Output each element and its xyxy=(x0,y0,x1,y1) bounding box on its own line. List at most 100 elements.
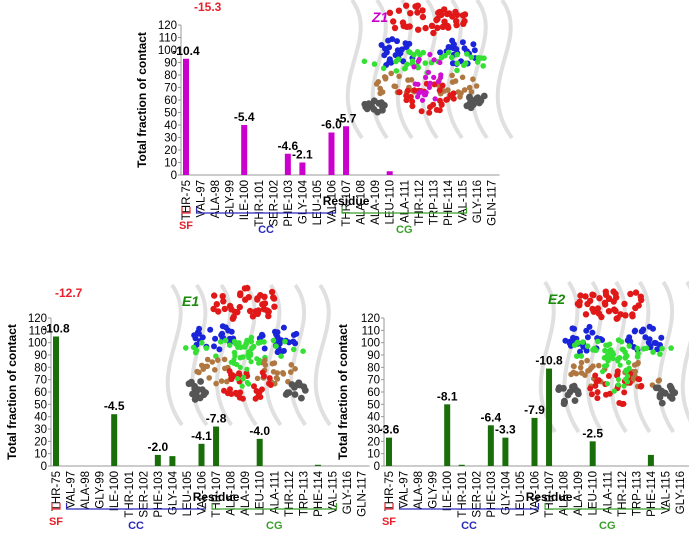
bar-energy-label: -3.6 xyxy=(379,423,400,437)
y-tick-label: 80 xyxy=(34,362,47,374)
atom-shape xyxy=(622,312,629,319)
atom-shape xyxy=(584,343,591,350)
x-tick-label: THR-75 xyxy=(51,471,63,511)
atom-shape xyxy=(249,345,255,352)
atom-shape xyxy=(454,67,460,74)
x-tick-label: THR-107 xyxy=(211,471,223,518)
atom-shape xyxy=(433,106,440,113)
ribbon-shape xyxy=(562,280,581,434)
atom-shape xyxy=(605,352,611,358)
y-tick-label: 50 xyxy=(34,399,47,411)
bar-thr-75 xyxy=(386,437,392,466)
atom-shape xyxy=(228,359,234,365)
atom-shape xyxy=(213,380,219,387)
cg-region-label: CG xyxy=(266,520,283,532)
atom-shape xyxy=(396,89,403,96)
x-tick-label: ALA-109 xyxy=(370,180,382,225)
y-tick-label: 20 xyxy=(164,145,177,157)
atom-shape xyxy=(417,52,423,58)
atom-shape xyxy=(605,295,613,302)
atom-shape xyxy=(217,339,224,345)
cg-bracket xyxy=(341,207,468,214)
ribbon-shape xyxy=(633,280,652,434)
x-tick-label: VAL-97 xyxy=(399,471,411,509)
y-tick-label: 50 xyxy=(367,399,380,411)
x-tick-label: LEU-110 xyxy=(255,471,267,516)
y-tick-label: 30 xyxy=(34,424,47,436)
atom-shape xyxy=(415,64,422,71)
atom-shape xyxy=(571,397,579,404)
atom-shape xyxy=(392,83,399,90)
atom-shape xyxy=(290,346,297,353)
bar-thr-75 xyxy=(183,58,189,175)
atom-shape xyxy=(459,39,466,46)
atom-shape xyxy=(582,372,588,379)
atom-shape xyxy=(196,369,202,376)
x-tick-label: THR-75 xyxy=(384,471,396,511)
atom-shape xyxy=(441,6,448,13)
x-tick-label: TRP-113 xyxy=(428,180,440,225)
atom-shape xyxy=(570,369,577,376)
atom-shape xyxy=(249,313,257,320)
atom-shape xyxy=(577,292,584,299)
y-tick-label: 60 xyxy=(367,387,380,399)
atom-shape xyxy=(444,96,451,103)
atom-shape xyxy=(583,327,590,334)
bar-energy-label: -4.5 xyxy=(104,399,125,413)
atom-shape xyxy=(270,337,277,344)
atom-shape xyxy=(419,13,427,21)
atom-shape xyxy=(654,346,661,353)
ribbon-shape xyxy=(370,0,389,140)
atom-shape xyxy=(213,301,220,308)
atom-shape xyxy=(574,339,581,346)
atom-shape xyxy=(621,300,628,308)
atom-shape xyxy=(406,49,412,55)
bar-val-106 xyxy=(198,443,205,466)
atom-shape xyxy=(635,376,642,383)
atom-shape xyxy=(290,332,297,338)
atom-shape xyxy=(453,21,460,29)
atom-shape xyxy=(244,379,250,386)
y-tick-label: 30 xyxy=(367,424,380,436)
y-axis-title: Total fraction of contact xyxy=(5,324,19,460)
atom-shape xyxy=(437,59,443,66)
atom-shape xyxy=(606,348,613,354)
atom-shape xyxy=(378,42,385,48)
atom-shape xyxy=(437,49,444,56)
bar-phe-103 xyxy=(487,425,494,466)
atom-shape xyxy=(605,308,613,315)
atom-shape xyxy=(453,11,461,19)
atom-shape xyxy=(421,92,428,98)
atom-shape xyxy=(435,9,442,17)
bar-ile-100 xyxy=(111,414,118,466)
atom-shape xyxy=(185,380,193,388)
atom-shape xyxy=(212,335,219,342)
atom-shape xyxy=(228,328,235,335)
atom-shape xyxy=(219,293,226,300)
atom-shape xyxy=(439,82,446,89)
atom-shape xyxy=(459,74,466,81)
x-tick-label: ALA-98 xyxy=(210,180,222,218)
y-tick-label: 80 xyxy=(367,362,380,374)
atom-shape xyxy=(433,16,440,24)
cg-bracket xyxy=(211,503,338,510)
atom-shape xyxy=(403,42,410,49)
bar-thr-107 xyxy=(546,368,553,466)
atom-shape xyxy=(658,334,665,341)
bar-ile-100 xyxy=(241,125,248,175)
x-tick-label: ALA-108 xyxy=(226,471,238,516)
atom-shape xyxy=(261,339,267,345)
atom-shape xyxy=(199,334,206,341)
ribbon-shape xyxy=(609,280,628,434)
atom-shape xyxy=(431,81,438,88)
atom-shape xyxy=(650,349,656,355)
atom-shape xyxy=(283,390,291,397)
atom-shape xyxy=(396,73,402,80)
x-tick-label: THR-107 xyxy=(544,471,556,518)
bar-thr-75 xyxy=(53,336,59,466)
atom-shape xyxy=(261,345,268,352)
atom-shape xyxy=(474,59,481,65)
atom-shape xyxy=(290,338,297,345)
x-tick-label: GLY-116 xyxy=(342,471,354,514)
